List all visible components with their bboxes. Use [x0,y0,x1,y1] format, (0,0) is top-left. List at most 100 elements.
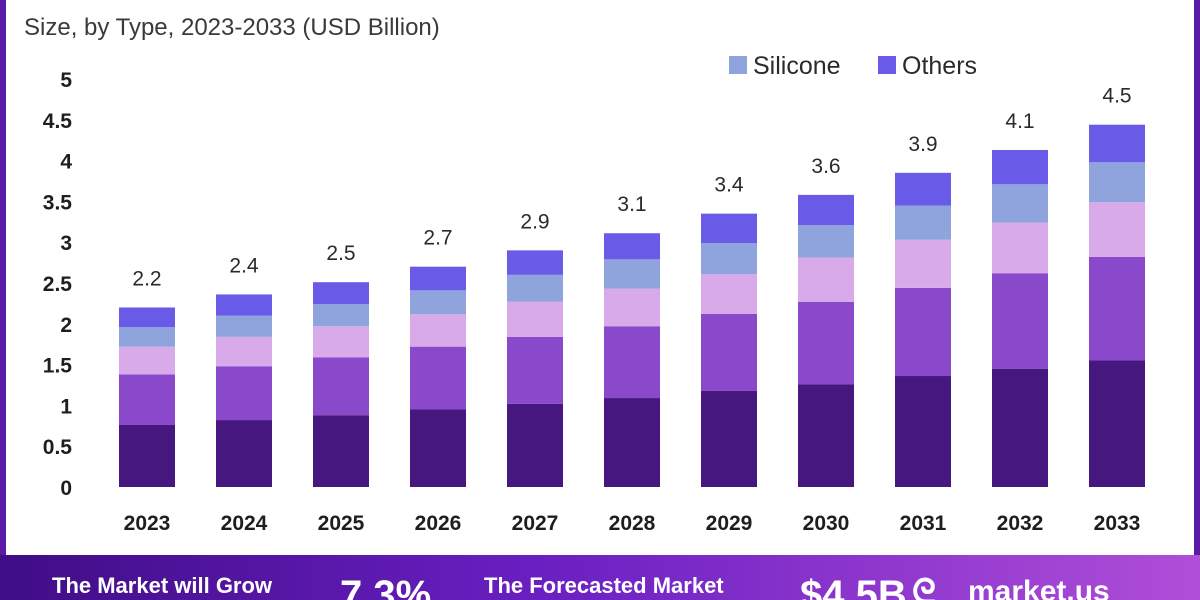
y-tick-label: 5 [60,69,72,92]
bar-segment-glass [410,314,466,347]
bar-segment-silicone [119,327,175,347]
bar-segment-others [798,194,854,226]
x-tick-label: 2032 [997,512,1044,535]
bar-segment-silicone [992,184,1048,223]
bar-segment-metal [313,357,369,416]
bar-segment-others [895,172,951,206]
bar-segment-glass [604,288,660,327]
bar-segment-others [119,307,175,328]
chart-subtitle: Size, by Type, 2023-2033 (USD Billion) [24,14,440,41]
bar-total-label: 4.5 [1102,85,1131,108]
bar-segment-silicone [895,205,951,240]
footer-brand: market.us [968,575,1110,600]
bar-total-label: 2.4 [229,254,259,277]
y-tick-label: 2.5 [43,273,73,296]
bar-segment-silicone [701,243,757,275]
bar-segment-silicone [1089,162,1145,203]
x-tick-label: 2023 [124,512,171,535]
bar-total-label: 2.5 [326,242,355,265]
y-tick-label: 4.5 [43,110,73,133]
bar-total-label: 3.4 [714,174,744,197]
bar-segment-silicone [604,259,660,289]
legend-label-silicone: Silicone [753,52,841,80]
footer-forecast-value: $4.5B [800,573,907,600]
y-tick-label: 3.5 [43,191,73,214]
legend-label-metal: Metal [902,0,963,4]
footer-forecast-label: The Forecasted Market [484,573,724,598]
market-us-logo-icon: ᘓ [912,573,936,600]
bar-segment-glass [1089,202,1145,257]
bar-segment-bamboo [992,368,1048,487]
bar-segment-others [604,233,660,260]
footer-banner: The Market will Grow 7.3% The Forecasted… [0,555,1200,600]
bar-segment-bamboo [701,390,757,487]
bar-segment-silicone [507,274,563,302]
bar-total-label: 2.2 [132,267,161,290]
bar-total-label: 4.1 [1005,110,1034,133]
bar-segment-bamboo [604,398,660,487]
bar-segment-others [216,294,272,316]
y-tick-label: 2 [60,314,72,337]
bar-segment-bamboo [1089,360,1145,487]
stacked-bar-chart: 0 0.5 1 1.5 2 2.5 3 3.5 4 4.5 5 2.2 2023 2.4 2024 2.5 20… [43,0,1145,535]
x-tick-label: 2024 [221,512,268,535]
bar-segment-silicone [313,304,369,327]
bar-segment-metal [216,366,272,421]
x-tick-label: 2031 [900,512,947,535]
bar-total-label: 2.7 [423,227,452,250]
bar-segment-bamboo [119,424,175,487]
bar-total-label: 2.9 [520,210,549,233]
bar-segment-metal [895,287,951,377]
y-tick-label: 0 [60,477,72,500]
legend-label-others: Others [902,52,977,80]
bar-segment-metal [507,336,563,404]
bar-segment-others [410,266,466,291]
bar-segment-bamboo [798,384,854,487]
bar-segment-others [507,250,563,275]
y-tick-label: 1 [60,395,72,418]
x-tick-label: 2025 [318,512,365,535]
bar-segment-bamboo [216,420,272,487]
bar-segment-metal [798,301,854,385]
y-tick-label: 1.5 [43,355,73,378]
x-tick-label: 2029 [706,512,753,535]
y-tick-label: 0.5 [43,436,73,459]
bar-segment-glass [701,274,757,315]
bar-segment-others [992,149,1048,185]
bar-segment-glass [119,346,175,375]
bar-segment-silicone [216,315,272,337]
x-tick-label: 2030 [803,512,850,535]
bar-segment-glass [507,301,563,337]
bar-total-label: 3.6 [811,155,840,178]
bar-segment-glass [992,222,1048,274]
bar-segment-silicone [798,225,854,258]
y-tick-label: 4 [60,151,72,174]
bar-segment-metal [992,273,1048,369]
footer-grow-label: The Market will Grow [52,573,273,598]
bar-segment-metal [410,346,466,410]
x-tick-label: 2033 [1094,512,1141,535]
legend-swatch-silicone [729,56,747,74]
bar-segment-others [1089,124,1145,163]
bar-segment-bamboo [895,376,951,487]
bar-total-label: 3.9 [908,133,937,156]
legend-label-bamboo: Bamboo [753,0,846,4]
y-tick-label: 3 [60,232,72,255]
x-tick-label: 2028 [609,512,656,535]
bar-segment-glass [216,336,272,367]
bar-segment-metal [119,374,175,425]
bar-segment-glass [895,239,951,288]
x-tick-label: 2027 [512,512,559,535]
bar-segment-bamboo [507,403,563,487]
bar-segment-silicone [410,290,466,315]
bar-segment-metal [604,326,660,399]
bar-segment-others [701,213,757,244]
bar-segment-glass [798,257,854,302]
footer-cagr-value: 7.3% [340,573,432,600]
legend-swatch-others [878,56,896,74]
bar-segment-bamboo [410,409,466,487]
bar-segment-metal [701,314,757,391]
x-tick-label: 2026 [415,512,462,535]
bar-segment-bamboo [313,415,369,487]
bar-total-label: 3.1 [617,193,646,216]
